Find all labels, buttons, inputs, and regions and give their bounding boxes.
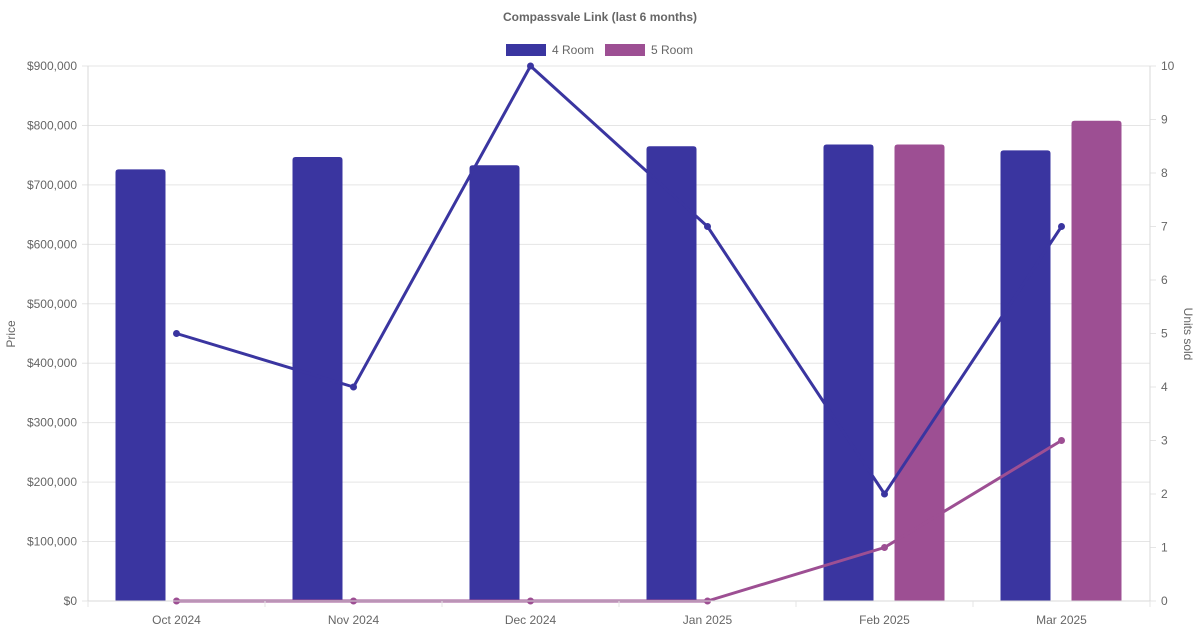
y-axis-left-title: Price (4, 320, 18, 348)
x-tick-label: Nov 2024 (328, 613, 380, 627)
x-tick-label: Jan 2025 (683, 613, 733, 627)
y-left-tick-label: $900,000 (27, 59, 77, 73)
y-right-tick-label: 6 (1161, 273, 1168, 287)
y-left-tick-label: $400,000 (27, 356, 77, 370)
y-left-tick-label: $200,000 (27, 475, 77, 489)
legend: 4 Room 5 Room (506, 43, 693, 57)
bar-5-room-mar-2025 (1071, 120, 1122, 601)
x-tick-label: Feb 2025 (859, 613, 910, 627)
y-right-tick-label: 2 (1161, 487, 1168, 501)
y-right-tick-label: 8 (1161, 166, 1168, 180)
x-tick-label: Dec 2024 (505, 613, 557, 627)
y-right-tick-label: 5 (1161, 327, 1168, 341)
y-axis-right-title: Units sold (1181, 308, 1195, 361)
legend-swatch (506, 44, 546, 56)
bar-4-room-feb-2025 (823, 144, 874, 601)
y-right-tick-label: 1 (1161, 541, 1168, 555)
legend-swatch (605, 44, 645, 56)
bar-4-room-mar-2025 (1000, 150, 1051, 601)
legend-label: 4 Room (552, 43, 594, 57)
y-right-tick-label: 10 (1161, 59, 1175, 73)
y-left-tick-label: $500,000 (27, 297, 77, 311)
point-units-sold-4-room-oct-2024 (173, 330, 180, 337)
y-left-tick-label: $100,000 (27, 535, 77, 549)
y-right-tick-label: 9 (1161, 113, 1168, 127)
point-units-sold-5-room-mar-2025 (1058, 437, 1065, 444)
line-units-sold-4-room (176, 64, 1063, 496)
point-units-sold-4-room-mar-2025 (1058, 223, 1065, 230)
y-left-tick-label: $0 (64, 594, 78, 608)
y-right-tick-label: 0 (1161, 594, 1168, 608)
legend-item-4-room[interactable]: 4 Room (506, 43, 594, 57)
bars (115, 120, 1122, 601)
y-left-tick-label: $800,000 (27, 118, 77, 132)
axes: $0 $100,000 $200,000 $300,000 $400,000 $500,0… (27, 59, 1175, 627)
bar-4-room-oct-2024 (115, 169, 166, 601)
point-units-sold-4-room-feb-2025 (881, 490, 888, 498)
y-left-tick-label: $700,000 (27, 178, 77, 192)
y-right-tick-label: 3 (1161, 434, 1168, 448)
point-units-sold-4-room-jan-2025 (704, 223, 711, 230)
x-tick-label: Mar 2025 (1036, 613, 1087, 627)
x-tick-label: Oct 2024 (152, 613, 201, 627)
point-units-sold-4-room-dec-2024 (527, 62, 534, 70)
bar-4-room-jan-2025 (646, 146, 697, 601)
grid (88, 65, 1150, 602)
chart-title: Compassvale Link (last 6 months) (503, 10, 697, 24)
legend-label: 5 Room (651, 43, 693, 57)
bar-4-room-nov-2024 (292, 156, 343, 601)
y-right-tick-label: 4 (1161, 380, 1168, 394)
bar-4-room-dec-2024 (469, 165, 520, 601)
y-left-tick-label: $300,000 (27, 416, 77, 430)
legend-item-5-room[interactable]: 5 Room (605, 43, 693, 57)
y-left-tick-label: $600,000 (27, 237, 77, 251)
bar-5-room-feb-2025 (894, 144, 945, 601)
point-units-sold-5-room-feb-2025 (881, 544, 888, 551)
y-right-tick-label: 7 (1161, 220, 1168, 234)
point-units-sold-4-room-nov-2024 (350, 383, 357, 391)
